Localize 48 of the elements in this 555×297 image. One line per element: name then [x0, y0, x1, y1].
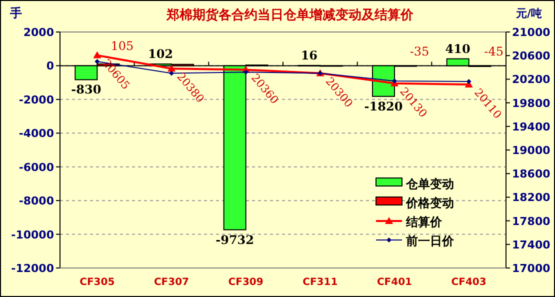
y2-tick-label: 20200	[512, 73, 551, 86]
point	[466, 79, 472, 84]
y-tick-label: -12000	[11, 262, 54, 275]
point	[392, 78, 397, 84]
y-tick-label: -4000	[18, 127, 54, 140]
y2-axis-title: 元/吨	[515, 7, 542, 20]
y2-tick-label: 17800	[512, 214, 551, 228]
y2-tick-label: 19400	[512, 120, 551, 134]
data-label: 410	[445, 42, 470, 56]
legend-label: 仓单变动	[405, 177, 454, 191]
y-tick-label: -10000	[11, 228, 54, 242]
data-label: -9732	[216, 232, 254, 247]
x-tick-label: CF311	[302, 277, 338, 288]
x-tick-label: CF401	[376, 277, 412, 288]
y2-tick-label: 17400	[512, 238, 551, 252]
y2-tick-label: 18600	[512, 168, 551, 181]
data-label: 16	[300, 48, 318, 62]
data-label: -830	[71, 82, 102, 97]
x-tick-label: CF403	[451, 277, 486, 288]
legend-label: 价格变动	[405, 196, 454, 210]
point	[169, 70, 174, 76]
point	[93, 51, 102, 58]
legend-label: 结算价	[405, 215, 443, 229]
chart-title: 郑棉期货各合约当日仓单增减变动及结算价	[166, 7, 414, 23]
y-tick-label: -8000	[18, 194, 54, 208]
y2-tick-label: 19800	[512, 96, 551, 110]
y2-tick-label: 20600	[512, 50, 551, 63]
point	[168, 64, 176, 72]
point	[94, 59, 100, 64]
y-tick-label: -6000	[18, 160, 54, 174]
data-label: -1820	[364, 99, 403, 114]
y-axis-title: 手	[9, 6, 22, 20]
data-label: 102	[148, 46, 174, 61]
x-tick-label: CF305	[80, 277, 115, 288]
y-tick-label: 2000	[23, 26, 54, 39]
x-tick-label: CF307	[154, 277, 190, 288]
x-tick-label: CF309	[228, 277, 264, 288]
y-tick-label: 0	[46, 60, 54, 73]
data-label: -35	[410, 44, 430, 59]
point	[243, 70, 248, 75]
y2-tick-label: 18200	[512, 191, 551, 204]
y2-tick-label: 21000	[512, 26, 551, 39]
y2-tick-label: 19000	[512, 144, 551, 157]
data-label: -45	[484, 44, 504, 59]
y-tick-label: -2000	[18, 93, 54, 106]
legend-label: 前一日价	[405, 234, 455, 248]
y2-tick-label: 17000	[512, 262, 551, 275]
data-label: 105	[110, 38, 134, 53]
